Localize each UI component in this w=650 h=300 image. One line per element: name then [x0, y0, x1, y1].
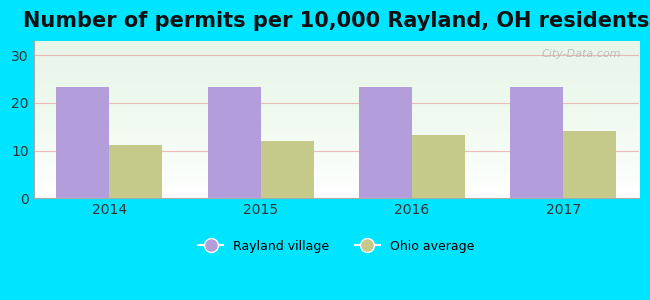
Bar — [412, 135, 465, 198]
Bar — [359, 87, 412, 198]
Title: Number of permits per 10,000 Rayland, OH residents: Number of permits per 10,000 Rayland, OH… — [23, 11, 649, 31]
Bar — [109, 145, 162, 198]
Legend: Rayland village, Ohio average: Rayland village, Ohio average — [194, 235, 479, 258]
Bar — [57, 87, 109, 198]
Bar — [207, 87, 261, 198]
Bar — [510, 87, 564, 198]
Bar — [261, 141, 313, 198]
Bar — [564, 131, 616, 198]
Text: City-Data.com: City-Data.com — [541, 49, 621, 59]
